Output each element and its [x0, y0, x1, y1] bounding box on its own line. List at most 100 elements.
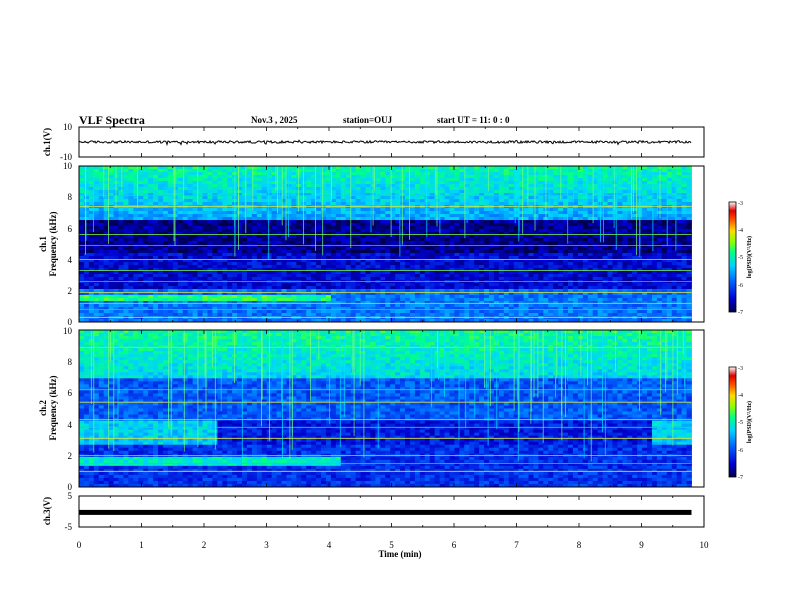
spectrogram-cell: [627, 250, 633, 254]
spectrogram-cell: [345, 193, 352, 197]
spectrogram-cell: [523, 190, 529, 194]
spectrogram-cell: [651, 169, 658, 173]
spectrogram-cell: [647, 268, 653, 272]
spectrogram-cell: [419, 184, 426, 188]
spectrogram-cell: [222, 265, 228, 269]
spectrogram-cell: [207, 283, 213, 287]
spectrogram-cell: [395, 265, 401, 269]
spectrogram-cell: [656, 229, 663, 233]
spectrogram-cell: [474, 268, 480, 272]
spectrogram-cell: [493, 226, 500, 230]
spectrogram-cell: [325, 253, 332, 257]
spectrogram-cell: [523, 268, 529, 272]
spectrogram-cell: [563, 256, 569, 260]
spectrogram-cell: [79, 274, 85, 278]
spectrogram-cell: [123, 256, 129, 260]
spectrogram-cell: [345, 217, 352, 221]
spectrogram-cell: [518, 226, 524, 230]
spectrogram-cell: [162, 175, 169, 179]
spectrogram-cell: [647, 193, 653, 197]
spectrogram-cell: [291, 181, 297, 185]
spectrogram-cell: [474, 229, 480, 233]
spectrogram-cell: [395, 271, 401, 275]
spectrogram-cell: [464, 256, 470, 260]
spectrogram-cell: [355, 277, 361, 281]
spectrogram-cell: [330, 217, 337, 221]
spectrogram-cell: [587, 262, 594, 266]
spectrogram-cell: [375, 253, 381, 257]
spectrogram-cell: [414, 274, 421, 278]
spectrogram-cell: [484, 217, 490, 221]
spectrogram-cell: [325, 196, 332, 200]
spectrogram-cell: [197, 235, 203, 239]
spectrogram-cell: [671, 211, 678, 215]
spectrogram-cell: [306, 247, 312, 251]
spectrogram-cell: [454, 262, 460, 266]
spectrogram-cell: [508, 232, 515, 236]
spectrogram-cell: [187, 262, 194, 266]
spectrogram-cell: [454, 226, 460, 230]
spectrogram-cell: [187, 253, 194, 257]
spectrogram-cell: [118, 178, 124, 182]
spectrogram-cell: [153, 259, 159, 263]
spectrogram-cell: [400, 229, 406, 233]
spectrogram-cell: [661, 271, 668, 275]
spectrogram-cell: [523, 229, 529, 233]
spectrogram-cell: [177, 199, 184, 203]
spectrogram-cell: [592, 259, 599, 263]
spectrogram-cell: [311, 250, 317, 254]
spectrogram-cell: [395, 247, 401, 251]
spectrogram-cell: [577, 229, 584, 233]
spectrogram-cell: [316, 250, 322, 254]
spectrogram-cell: [523, 271, 529, 275]
spectrogram-cell: [503, 172, 510, 176]
spectrogram-cell: [311, 253, 317, 257]
spectrogram-cell: [128, 193, 134, 197]
spectrogram-cell: [148, 250, 154, 254]
spectrogram-cell: [222, 175, 228, 179]
spectrogram-cell: [484, 262, 490, 266]
spectrogram-cell: [498, 178, 505, 182]
spectrogram-cell: [148, 259, 154, 263]
spectrogram-cell: [311, 247, 317, 251]
spectrogram-cell: [340, 226, 347, 230]
spectrogram-cell: [553, 166, 559, 170]
spectrogram-cell: [192, 232, 198, 236]
spectrogram-cell: [533, 277, 539, 281]
spectrogram-cell: [607, 178, 613, 182]
spectrogram-cell: [484, 196, 490, 200]
spectrogram-cell: [582, 211, 589, 215]
spectrogram-cell: [375, 241, 381, 245]
spectrogram-cell: [123, 214, 129, 218]
spectrogram-cell: [424, 214, 431, 218]
spectrogram-cell: [355, 172, 361, 176]
spectrogram-cell: [651, 268, 658, 272]
spectrogram-cell: [380, 253, 386, 257]
spectrogram-cell: [237, 241, 243, 245]
spectrogram-cell: [444, 256, 450, 260]
spectrogram-cell: [256, 223, 263, 227]
spectrogram-cell: [469, 190, 475, 194]
spectrogram-cell: [182, 199, 189, 203]
spectrogram-cell: [607, 268, 613, 272]
spectrogram-cell: [172, 238, 179, 242]
spectrogram-cell: [202, 253, 208, 257]
spectrogram-cell: [133, 199, 139, 203]
spectrogram-cell: [666, 226, 673, 230]
spectrogram-cell: [449, 187, 455, 191]
spectrogram-cell: [340, 202, 347, 206]
spectrogram-cell: [484, 181, 490, 185]
spectrogram-cell: [103, 286, 110, 290]
spectrogram-cell: [424, 259, 431, 263]
spectrogram-cell: [558, 235, 564, 239]
spectrogram-cell: [681, 256, 687, 260]
spectrogram-cell: [375, 238, 381, 242]
spectrogram-cell: [345, 283, 352, 287]
spectrogram-cell: [360, 166, 366, 170]
spectrogram-cell: [553, 220, 559, 224]
spectrogram-cell: [83, 259, 90, 263]
spectrogram-cell: [256, 238, 263, 242]
spectrogram-cell: [666, 199, 673, 203]
spectrogram-cell: [103, 253, 110, 257]
spectrogram-cell: [513, 229, 520, 233]
